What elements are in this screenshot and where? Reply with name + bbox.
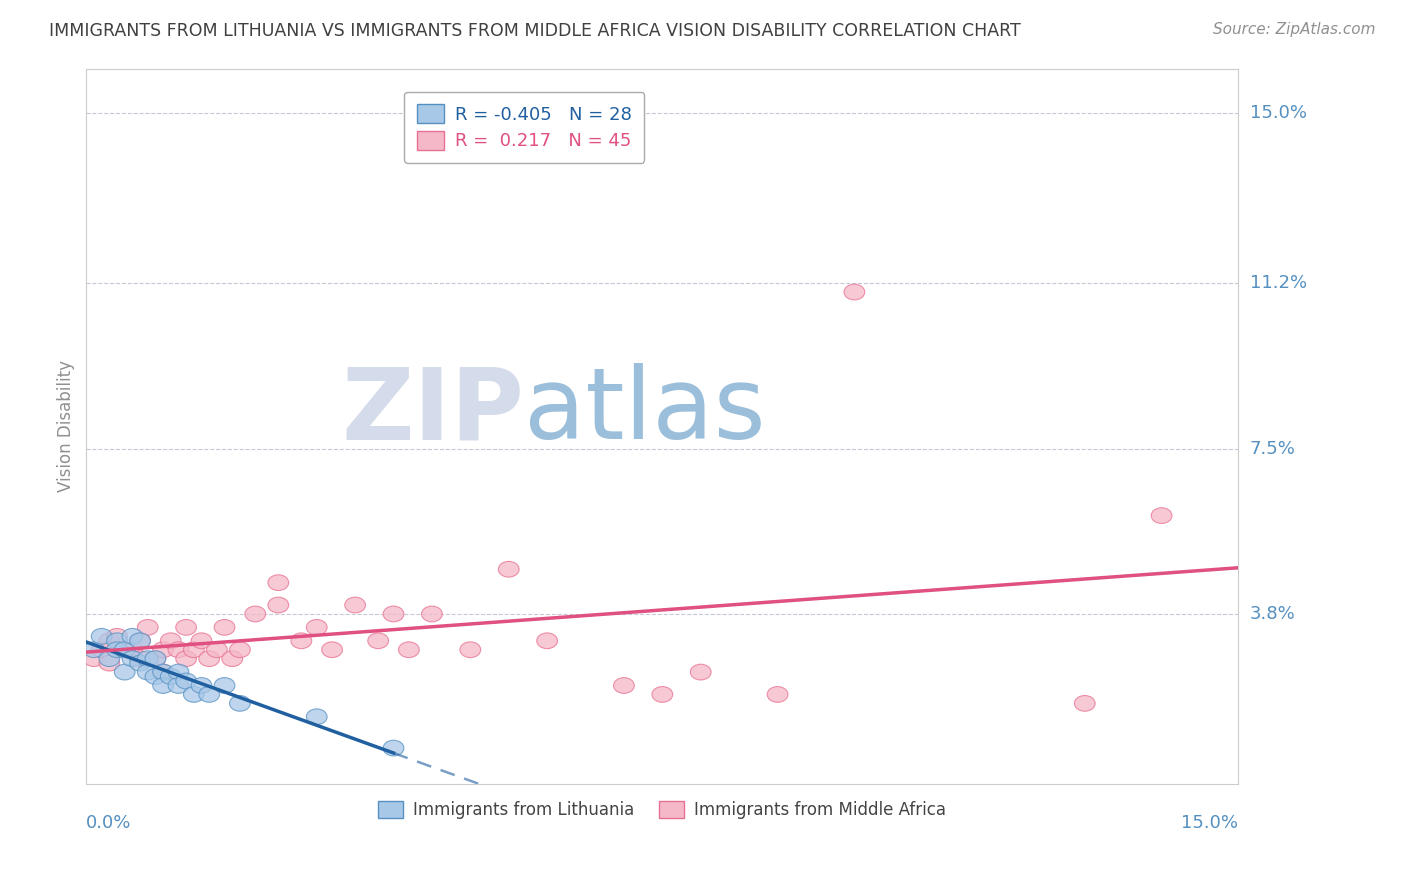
Ellipse shape — [537, 633, 558, 648]
Ellipse shape — [129, 656, 150, 671]
Ellipse shape — [98, 633, 120, 648]
Y-axis label: Vision Disability: Vision Disability — [58, 360, 75, 492]
Ellipse shape — [460, 642, 481, 657]
Ellipse shape — [129, 651, 150, 666]
Ellipse shape — [214, 620, 235, 635]
Ellipse shape — [122, 651, 143, 666]
Ellipse shape — [129, 633, 150, 648]
Ellipse shape — [145, 651, 166, 666]
Ellipse shape — [229, 696, 250, 711]
Ellipse shape — [498, 561, 519, 577]
Ellipse shape — [269, 574, 288, 591]
Ellipse shape — [307, 709, 328, 724]
Ellipse shape — [245, 606, 266, 622]
Ellipse shape — [107, 629, 128, 644]
Text: ZIP: ZIP — [342, 363, 524, 460]
Ellipse shape — [160, 633, 181, 648]
Ellipse shape — [191, 633, 212, 648]
Ellipse shape — [114, 642, 135, 657]
Ellipse shape — [138, 665, 157, 680]
Ellipse shape — [91, 629, 112, 644]
Ellipse shape — [398, 642, 419, 657]
Text: atlas: atlas — [524, 363, 766, 460]
Ellipse shape — [384, 740, 404, 756]
Ellipse shape — [307, 620, 328, 635]
Ellipse shape — [145, 669, 166, 684]
Ellipse shape — [145, 651, 166, 666]
Ellipse shape — [138, 651, 157, 666]
Ellipse shape — [207, 642, 228, 657]
Ellipse shape — [191, 678, 212, 693]
Text: 15.0%: 15.0% — [1181, 814, 1239, 832]
Ellipse shape — [107, 633, 128, 648]
Ellipse shape — [269, 597, 288, 613]
Ellipse shape — [129, 633, 150, 648]
Ellipse shape — [652, 687, 672, 702]
Ellipse shape — [114, 665, 135, 680]
Ellipse shape — [122, 642, 143, 657]
Ellipse shape — [176, 620, 197, 635]
Ellipse shape — [690, 665, 711, 680]
Ellipse shape — [198, 687, 219, 702]
Ellipse shape — [198, 651, 219, 666]
Text: 15.0%: 15.0% — [1250, 104, 1306, 122]
Text: 3.8%: 3.8% — [1250, 605, 1295, 623]
Ellipse shape — [1074, 696, 1095, 711]
Ellipse shape — [844, 285, 865, 300]
Ellipse shape — [291, 633, 312, 648]
Legend: Immigrants from Lithuania, Immigrants from Middle Africa: Immigrants from Lithuania, Immigrants fr… — [371, 794, 953, 826]
Ellipse shape — [169, 642, 188, 657]
Ellipse shape — [91, 642, 112, 657]
Text: Source: ZipAtlas.com: Source: ZipAtlas.com — [1212, 22, 1375, 37]
Ellipse shape — [98, 656, 120, 671]
Ellipse shape — [613, 678, 634, 693]
Ellipse shape — [768, 687, 787, 702]
Ellipse shape — [169, 678, 188, 693]
Ellipse shape — [160, 669, 181, 684]
Text: IMMIGRANTS FROM LITHUANIA VS IMMIGRANTS FROM MIDDLE AFRICA VISION DISABILITY COR: IMMIGRANTS FROM LITHUANIA VS IMMIGRANTS … — [49, 22, 1021, 40]
Ellipse shape — [229, 642, 250, 657]
Ellipse shape — [176, 651, 197, 666]
Ellipse shape — [83, 651, 104, 666]
Ellipse shape — [322, 642, 343, 657]
Ellipse shape — [183, 642, 204, 657]
Ellipse shape — [384, 606, 404, 622]
Ellipse shape — [153, 665, 173, 680]
Ellipse shape — [222, 651, 243, 666]
Ellipse shape — [107, 642, 128, 657]
Ellipse shape — [83, 642, 104, 657]
Text: 11.2%: 11.2% — [1250, 274, 1306, 292]
Ellipse shape — [153, 678, 173, 693]
Ellipse shape — [176, 673, 197, 689]
Ellipse shape — [138, 620, 157, 635]
Ellipse shape — [153, 665, 173, 680]
Ellipse shape — [422, 606, 443, 622]
Ellipse shape — [169, 665, 188, 680]
Ellipse shape — [153, 642, 173, 657]
Text: 7.5%: 7.5% — [1250, 440, 1295, 458]
Text: 0.0%: 0.0% — [86, 814, 132, 832]
Ellipse shape — [183, 687, 204, 702]
Ellipse shape — [114, 642, 135, 657]
Ellipse shape — [344, 597, 366, 613]
Ellipse shape — [122, 629, 143, 644]
Ellipse shape — [1152, 508, 1173, 524]
Ellipse shape — [214, 678, 235, 693]
Ellipse shape — [368, 633, 388, 648]
Ellipse shape — [98, 651, 120, 666]
